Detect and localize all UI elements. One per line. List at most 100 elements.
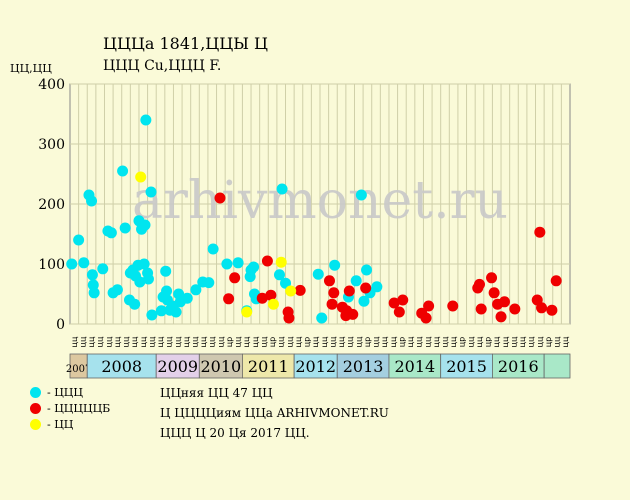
data-point [285,285,297,297]
year-label: 2008 [101,357,142,376]
data-point [397,294,409,306]
data-point [280,277,292,289]
x-tick-label: цц [518,336,527,347]
data-point [140,114,152,126]
data-point [214,192,226,204]
data-point [86,195,98,207]
legend-label: - ЦЦ [47,418,74,431]
watermark: arhivmonet.ru [132,171,508,231]
x-tick-label: цц [423,336,432,347]
data-point [312,268,324,280]
x-tick-label: цр [458,337,467,348]
data-point [78,257,90,269]
x-tick-label: цц [173,336,182,347]
year-label: 2010 [201,357,242,376]
data-point [66,258,78,270]
data-point [111,284,123,296]
x-tick-label: цц [104,336,113,347]
data-point [73,234,85,246]
data-point [393,306,405,318]
year-cell [242,353,295,379]
x-tick-label: цц [415,336,424,347]
legend-item-cyan: - ЦЦЦ [30,386,83,399]
x-tick-label: цц [208,336,217,347]
x-tick-label: цц [492,336,501,347]
data-point [134,276,146,288]
data-point [267,298,279,310]
x-tick-label: цц [380,336,389,347]
year-cell [492,353,545,379]
data-point [88,287,100,299]
year-cell [336,353,390,379]
data-point [97,263,109,275]
x-tick-label: цц [527,336,536,347]
y-tick-label: 0 [56,317,65,333]
x-tick-label: цц [441,336,450,347]
year-cell [198,353,243,379]
data-point [129,298,141,310]
data-point [190,284,202,296]
data-point [323,275,335,287]
x-tick-label: цц [501,336,510,347]
data-point [119,222,131,234]
year-cell [155,353,200,379]
data-point [139,219,151,231]
data-point [534,226,546,238]
x-tick-label: цц [553,336,562,347]
data-point [294,284,306,296]
y-tick-label: 100 [38,257,65,273]
data-point [145,186,157,198]
data-point [229,272,241,284]
x-tick-label: цр [363,337,372,348]
data-point [316,312,328,324]
x-tick-label: цц [475,336,484,347]
legend-dot-red [30,403,41,414]
data-point [207,243,219,255]
y-axis-unit: ЦЦ,ЦЦ [10,62,52,75]
data-point [160,265,172,277]
data-point [509,303,521,315]
data-point [221,258,233,270]
data-point [138,258,150,270]
year-label: 2007 [66,364,91,375]
y-tick-label: 300 [38,137,65,153]
data-point [161,285,173,297]
x-tick-label: цр [544,337,553,348]
data-point [105,227,117,239]
data-point [232,257,244,269]
data-point [248,261,260,273]
data-point [241,306,253,318]
data-point [423,300,435,312]
x-tick-label: цц [535,336,544,347]
data-point [155,305,167,317]
data-point [256,292,268,304]
note-date: ЦЦЦ Ц 20 Ця 2017 ЦЦ. [160,426,310,440]
x-tick-label: цц [337,336,346,347]
x-tick-label: цц [182,336,191,347]
data-point [223,293,235,305]
note-source: Ц ЦЦЦЦиям ЦЦа ARHIVMONET.RU [160,406,389,420]
x-tick-label: цц [561,336,570,347]
data-point [329,259,341,271]
data-point [420,312,432,324]
x-tick-label: цц [328,336,337,347]
year-cell [86,353,157,379]
x-tick-label: цц [122,336,131,347]
data-point [343,285,355,297]
x-tick-label: цц [432,336,441,347]
data-point [170,306,182,318]
x-tick-label: цр [484,337,493,348]
legend-item-red: - ЦЦЦЦЦБ [30,402,110,415]
x-tick-label: цр [225,337,234,348]
year-label: 2013 [343,357,384,376]
data-point [475,303,487,315]
data-point [276,183,288,195]
data-point [142,273,154,285]
year-label: 2016 [498,357,539,376]
x-tick-label: цц [113,336,122,347]
x-tick-label: цц [346,336,355,347]
x-tick-label: цц [285,336,294,347]
x-tick-label: цц [96,336,105,347]
x-tick-label: цц [234,336,243,347]
legend-dot-cyan [30,387,41,398]
